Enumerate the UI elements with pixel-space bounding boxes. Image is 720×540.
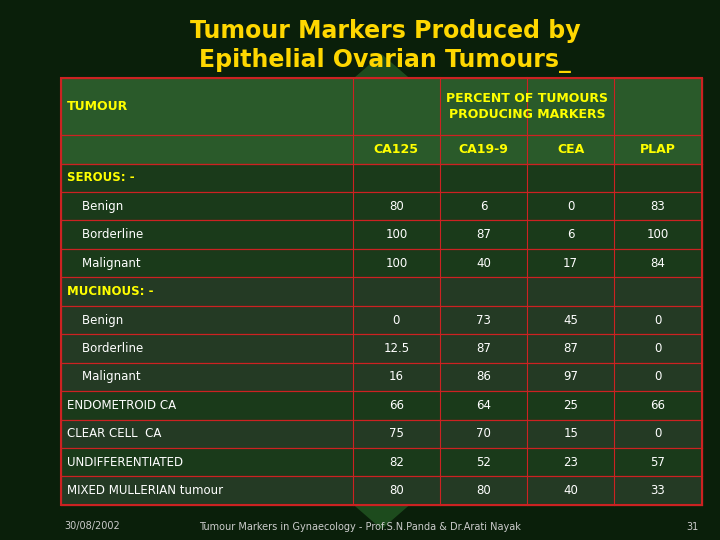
Text: 83: 83 xyxy=(650,200,665,213)
Text: Borderline: Borderline xyxy=(67,342,143,355)
Text: 0: 0 xyxy=(392,314,400,327)
Text: MUCINOUS: -: MUCINOUS: - xyxy=(67,285,153,298)
Text: 17: 17 xyxy=(563,256,578,269)
Text: MIXED MULLERIAN tumour: MIXED MULLERIAN tumour xyxy=(67,484,223,497)
Text: Benign: Benign xyxy=(67,314,123,327)
FancyBboxPatch shape xyxy=(61,220,702,249)
FancyBboxPatch shape xyxy=(61,334,702,363)
Text: 66: 66 xyxy=(389,399,404,412)
Text: 75: 75 xyxy=(389,427,404,440)
Text: 84: 84 xyxy=(650,256,665,269)
Text: 0: 0 xyxy=(654,314,662,327)
Text: 80: 80 xyxy=(476,484,491,497)
FancyBboxPatch shape xyxy=(61,278,702,306)
Text: Malignant: Malignant xyxy=(67,256,140,269)
Text: PLAP: PLAP xyxy=(640,143,676,156)
Text: 30/08/2002: 30/08/2002 xyxy=(65,522,120,531)
Text: CLEAR CELL  CA: CLEAR CELL CA xyxy=(67,427,161,440)
FancyBboxPatch shape xyxy=(61,420,702,448)
FancyBboxPatch shape xyxy=(61,448,702,476)
Text: 0: 0 xyxy=(654,427,662,440)
Text: Malignant: Malignant xyxy=(67,370,140,383)
Text: 86: 86 xyxy=(476,370,491,383)
Text: PERCENT OF TUMOURS
PRODUCING MARKERS: PERCENT OF TUMOURS PRODUCING MARKERS xyxy=(446,92,608,122)
FancyBboxPatch shape xyxy=(61,78,702,135)
Text: 87: 87 xyxy=(476,342,491,355)
Text: UNDIFFERENTIATED: UNDIFFERENTIATED xyxy=(67,456,183,469)
Text: 12.5: 12.5 xyxy=(383,342,410,355)
Polygon shape xyxy=(108,54,655,529)
Text: 100: 100 xyxy=(385,228,408,241)
Text: 0: 0 xyxy=(654,370,662,383)
Text: 16: 16 xyxy=(389,370,404,383)
Text: 82: 82 xyxy=(389,456,404,469)
FancyBboxPatch shape xyxy=(61,363,702,391)
Text: 40: 40 xyxy=(563,484,578,497)
Text: CA125: CA125 xyxy=(374,143,419,156)
FancyBboxPatch shape xyxy=(61,249,702,278)
FancyBboxPatch shape xyxy=(61,476,702,505)
Text: ENDOMETROID CA: ENDOMETROID CA xyxy=(67,399,176,412)
Text: 73: 73 xyxy=(476,314,491,327)
Text: 97: 97 xyxy=(563,370,578,383)
Text: 0: 0 xyxy=(567,200,575,213)
Text: Borderline: Borderline xyxy=(67,228,143,241)
Text: 70: 70 xyxy=(476,427,491,440)
Text: Benign: Benign xyxy=(67,200,123,213)
Text: 52: 52 xyxy=(476,456,491,469)
Text: 57: 57 xyxy=(650,456,665,469)
Text: 15: 15 xyxy=(563,427,578,440)
Text: Tumour Markers Produced by
Epithelial Ovarian Tumours_: Tumour Markers Produced by Epithelial Ov… xyxy=(190,19,580,73)
Text: CA19-9: CA19-9 xyxy=(459,143,508,156)
Text: SEROUS: -: SEROUS: - xyxy=(67,171,135,184)
Text: 87: 87 xyxy=(476,228,491,241)
Text: CEA: CEA xyxy=(557,143,584,156)
Text: 45: 45 xyxy=(563,314,578,327)
Text: 0: 0 xyxy=(654,342,662,355)
Text: 23: 23 xyxy=(563,456,578,469)
FancyBboxPatch shape xyxy=(61,391,702,420)
Text: 25: 25 xyxy=(563,399,578,412)
Text: 6: 6 xyxy=(567,228,575,241)
Text: 64: 64 xyxy=(476,399,491,412)
Text: 6: 6 xyxy=(480,200,487,213)
Text: 87: 87 xyxy=(563,342,578,355)
Text: 100: 100 xyxy=(385,256,408,269)
Text: 80: 80 xyxy=(389,484,404,497)
FancyBboxPatch shape xyxy=(61,135,702,164)
FancyBboxPatch shape xyxy=(61,164,702,192)
Text: 33: 33 xyxy=(650,484,665,497)
Text: 80: 80 xyxy=(389,200,404,213)
Text: Tumour Markers in Gynaecology - Prof.S.N.Panda & Dr.Arati Nayak: Tumour Markers in Gynaecology - Prof.S.N… xyxy=(199,522,521,531)
FancyBboxPatch shape xyxy=(61,192,702,220)
Text: 100: 100 xyxy=(647,228,669,241)
FancyBboxPatch shape xyxy=(61,306,702,334)
Text: TUMOUR: TUMOUR xyxy=(67,100,128,113)
Text: 31: 31 xyxy=(686,522,698,531)
Text: 40: 40 xyxy=(476,256,491,269)
Text: 66: 66 xyxy=(650,399,665,412)
